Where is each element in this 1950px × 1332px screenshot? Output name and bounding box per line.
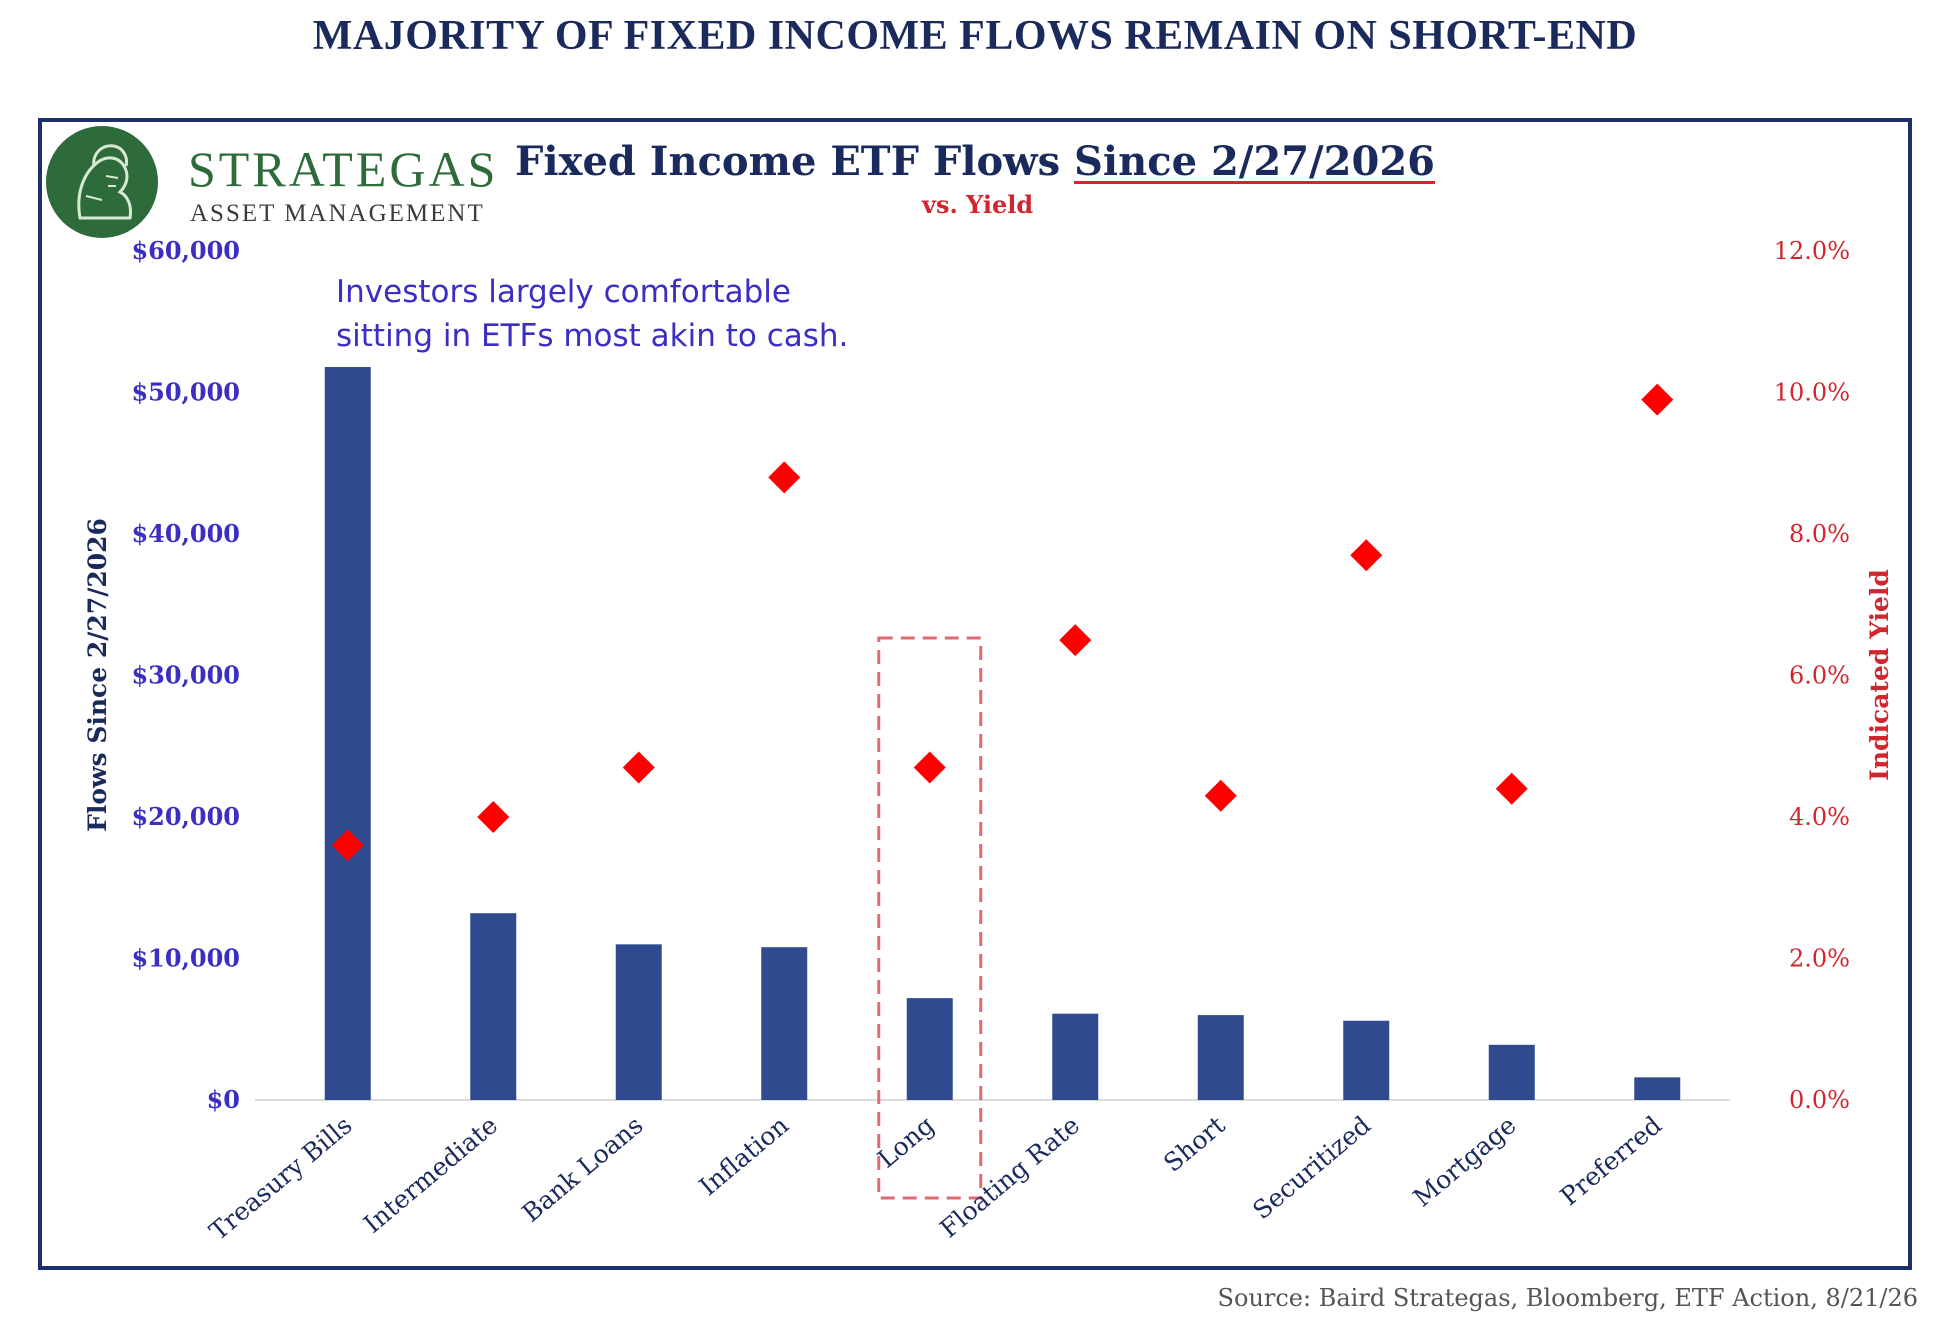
y-tick-label-right: 8.0% bbox=[1789, 520, 1850, 548]
source-note: Source: Baird Strategas, Bloomberg, ETF … bbox=[1217, 1284, 1918, 1312]
y-tick-label-right: 10.0% bbox=[1774, 379, 1850, 407]
y-tick-label-right: 0.0% bbox=[1789, 1086, 1850, 1114]
bar-bank-loans bbox=[615, 944, 662, 1100]
yield-marker-short bbox=[1204, 779, 1237, 812]
y-tick-label-right: 12.0% bbox=[1774, 237, 1850, 265]
y-tick-label-left: $10,000 bbox=[131, 944, 240, 973]
bar-short bbox=[1197, 1015, 1244, 1100]
x-tick-label: Floating Rate bbox=[934, 1110, 1085, 1243]
yield-marker-floating-rate bbox=[1059, 624, 1092, 657]
yield-marker-mortgage bbox=[1495, 772, 1528, 805]
logo-subtitle: ASSET MANAGEMENT bbox=[190, 200, 485, 227]
bar-floating-rate bbox=[1052, 1013, 1099, 1100]
y-tick-label-right: 2.0% bbox=[1789, 945, 1850, 973]
bar-mortgage bbox=[1488, 1044, 1535, 1100]
logo-wordmark: STRATEGAS bbox=[188, 141, 499, 197]
y-tick-label-left: $40,000 bbox=[131, 519, 240, 548]
bar-treasury-bills bbox=[324, 367, 371, 1100]
y-tick-label-right: 4.0% bbox=[1789, 803, 1850, 831]
chart-frame bbox=[38, 118, 1912, 1270]
yield-marker-treasury-bills bbox=[331, 829, 364, 862]
x-tick-label: Preferred bbox=[1555, 1110, 1667, 1211]
y-axis-title-right: Indicated Yield bbox=[1865, 569, 1894, 781]
bar-long bbox=[906, 998, 953, 1100]
x-tick-label: Short bbox=[1158, 1110, 1230, 1177]
y-tick-label-left: $60,000 bbox=[131, 236, 240, 265]
chart-subtitle: vs. Yield bbox=[922, 190, 1034, 219]
annotation-line-2: sitting in ETFs most akin to cash. bbox=[336, 318, 849, 354]
logo-emblem-icon bbox=[46, 126, 158, 238]
x-tick-label: Long bbox=[872, 1110, 939, 1173]
highlight-box-long bbox=[877, 636, 983, 1200]
x-tick-label: Intermediate bbox=[358, 1110, 503, 1238]
chart-title-main: Fixed Income ETF Flows bbox=[515, 138, 1075, 185]
chart-title: Fixed Income ETF Flows Since 2/27/2026 bbox=[515, 138, 1435, 185]
y-axis-title-left: Flows Since 2/27/2026 bbox=[83, 518, 112, 832]
y-tick-label-left: $20,000 bbox=[131, 802, 240, 831]
x-tick-label: Inflation bbox=[694, 1110, 794, 1201]
yield-marker-long bbox=[913, 751, 946, 784]
yield-marker-inflation bbox=[768, 461, 801, 494]
yield-marker-securitized bbox=[1350, 539, 1383, 572]
x-tick-label: Mortgage bbox=[1408, 1110, 1522, 1212]
bar-preferred bbox=[1634, 1077, 1681, 1100]
page-headline: MAJORITY OF FIXED INCOME FLOWS REMAIN ON… bbox=[312, 13, 1638, 59]
yield-marker-preferred bbox=[1641, 383, 1674, 416]
x-tick-label: Treasury Bills bbox=[204, 1110, 358, 1246]
chart-annotation: Investors largely comfortable sitting in… bbox=[336, 270, 848, 358]
bar-intermediate bbox=[470, 913, 517, 1100]
annotation-line-1: Investors largely comfortable bbox=[336, 274, 791, 310]
yield-marker-intermediate bbox=[477, 801, 510, 833]
y-tick-label-left: $30,000 bbox=[131, 661, 240, 690]
y-tick-label-left: $50,000 bbox=[131, 378, 240, 407]
yield-marker-bank-loans bbox=[622, 751, 655, 784]
y-tick-label-left: $0 bbox=[207, 1085, 240, 1114]
x-tick-label: Bank Loans bbox=[517, 1110, 649, 1227]
bar-inflation bbox=[761, 947, 808, 1100]
y-tick-label-right: 6.0% bbox=[1789, 662, 1850, 690]
chart-title-date: Since 2/27/2026 bbox=[1074, 138, 1435, 185]
bar-securitized bbox=[1343, 1020, 1390, 1100]
x-tick-label: Securitized bbox=[1247, 1110, 1376, 1225]
